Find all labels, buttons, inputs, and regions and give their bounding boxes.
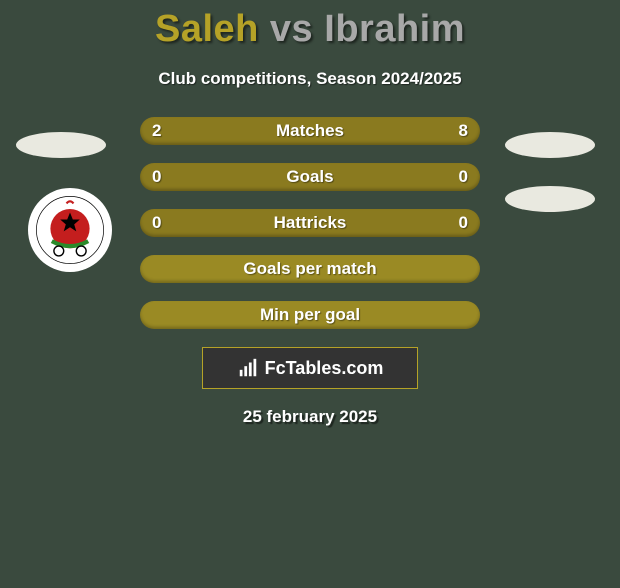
player1-name: Saleh	[155, 8, 259, 50]
stat-label: Hattricks	[274, 213, 347, 233]
stat-right-value: 0	[459, 213, 468, 233]
page-title: Saleh vs Ibrahim	[0, 8, 620, 51]
vs-text: vs	[270, 8, 313, 50]
stat-bar-matches: 2 Matches 8	[140, 117, 480, 145]
stat-label: Matches	[276, 121, 344, 141]
stat-label: Goals	[286, 167, 333, 187]
player-avatar-placeholder	[16, 132, 106, 158]
stat-bar-min-per-goal: Min per goal	[140, 301, 480, 329]
club-badge-icon	[35, 195, 105, 265]
stat-bar-hattricks: 0 Hattricks 0	[140, 209, 480, 237]
stat-right-value: 8	[459, 121, 468, 141]
club-badge	[28, 188, 112, 272]
date-text: 25 february 2025	[0, 407, 620, 427]
stat-label: Min per goal	[260, 305, 360, 325]
chart-icon	[237, 357, 259, 379]
player2-name: Ibrahim	[324, 8, 465, 50]
player-avatar-placeholder	[505, 186, 595, 212]
player-avatar-placeholder	[505, 132, 595, 158]
stat-left-value: 2	[152, 121, 161, 141]
stat-bar-goals-per-match: Goals per match	[140, 255, 480, 283]
site-logo-text: FcTables.com	[265, 358, 384, 379]
stat-left-value: 0	[152, 213, 161, 233]
subtitle: Club competitions, Season 2024/2025	[0, 69, 620, 89]
site-logo[interactable]: FcTables.com	[202, 347, 418, 389]
stat-label: Goals per match	[243, 259, 376, 279]
stat-bar-goals: 0 Goals 0	[140, 163, 480, 191]
stat-left-value: 0	[152, 167, 161, 187]
stat-right-value: 0	[459, 167, 468, 187]
